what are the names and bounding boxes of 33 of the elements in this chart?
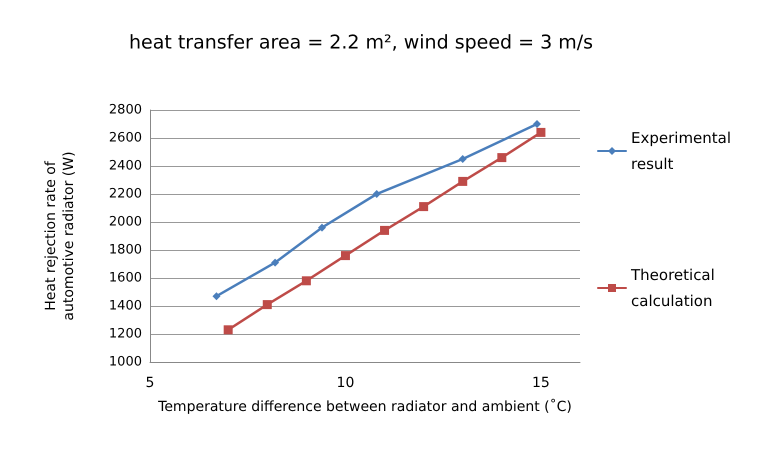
point [458,155,467,163]
y-tick-label: 2400 [108,158,142,174]
chart-title: heat transfer area = 2.2 m², wind speed = 3 m/s [128,32,594,54]
x-axis-title: Temperature difference between radiator and ambient (˚C) [157,398,572,415]
point [302,276,311,286]
y-tick-label: 2800 [108,102,142,118]
point [212,292,220,300]
y-axis-title: Heat rejection rate of automotive radiator (W) [43,151,77,321]
point [497,153,506,162]
point [533,120,541,128]
x-tick-label: 15 [532,375,550,391]
point [419,202,428,212]
point [536,128,546,137]
y-tick-label: 2600 [108,130,142,146]
y-tick-label: 1600 [108,270,142,286]
point [318,224,326,232]
point [458,176,468,186]
y-tick-label: 1800 [108,242,142,258]
point [380,226,390,235]
point [372,190,381,198]
y-tick-label: 2000 [108,214,142,230]
y-tick-label: 1000 [108,354,142,370]
point [340,251,350,260]
legend-label: Experimental result [631,129,736,173]
x-tick-label: 10 [336,375,354,391]
y-tick-label: 1400 [108,298,142,314]
point [224,325,233,334]
y-tick-label: 1200 [108,326,142,342]
point [271,258,280,267]
y-tick-label: 2200 [108,186,142,202]
point [262,300,272,310]
legend-label: Theoretical calculation [630,266,720,310]
x-tick-label: 5 [146,375,154,391]
